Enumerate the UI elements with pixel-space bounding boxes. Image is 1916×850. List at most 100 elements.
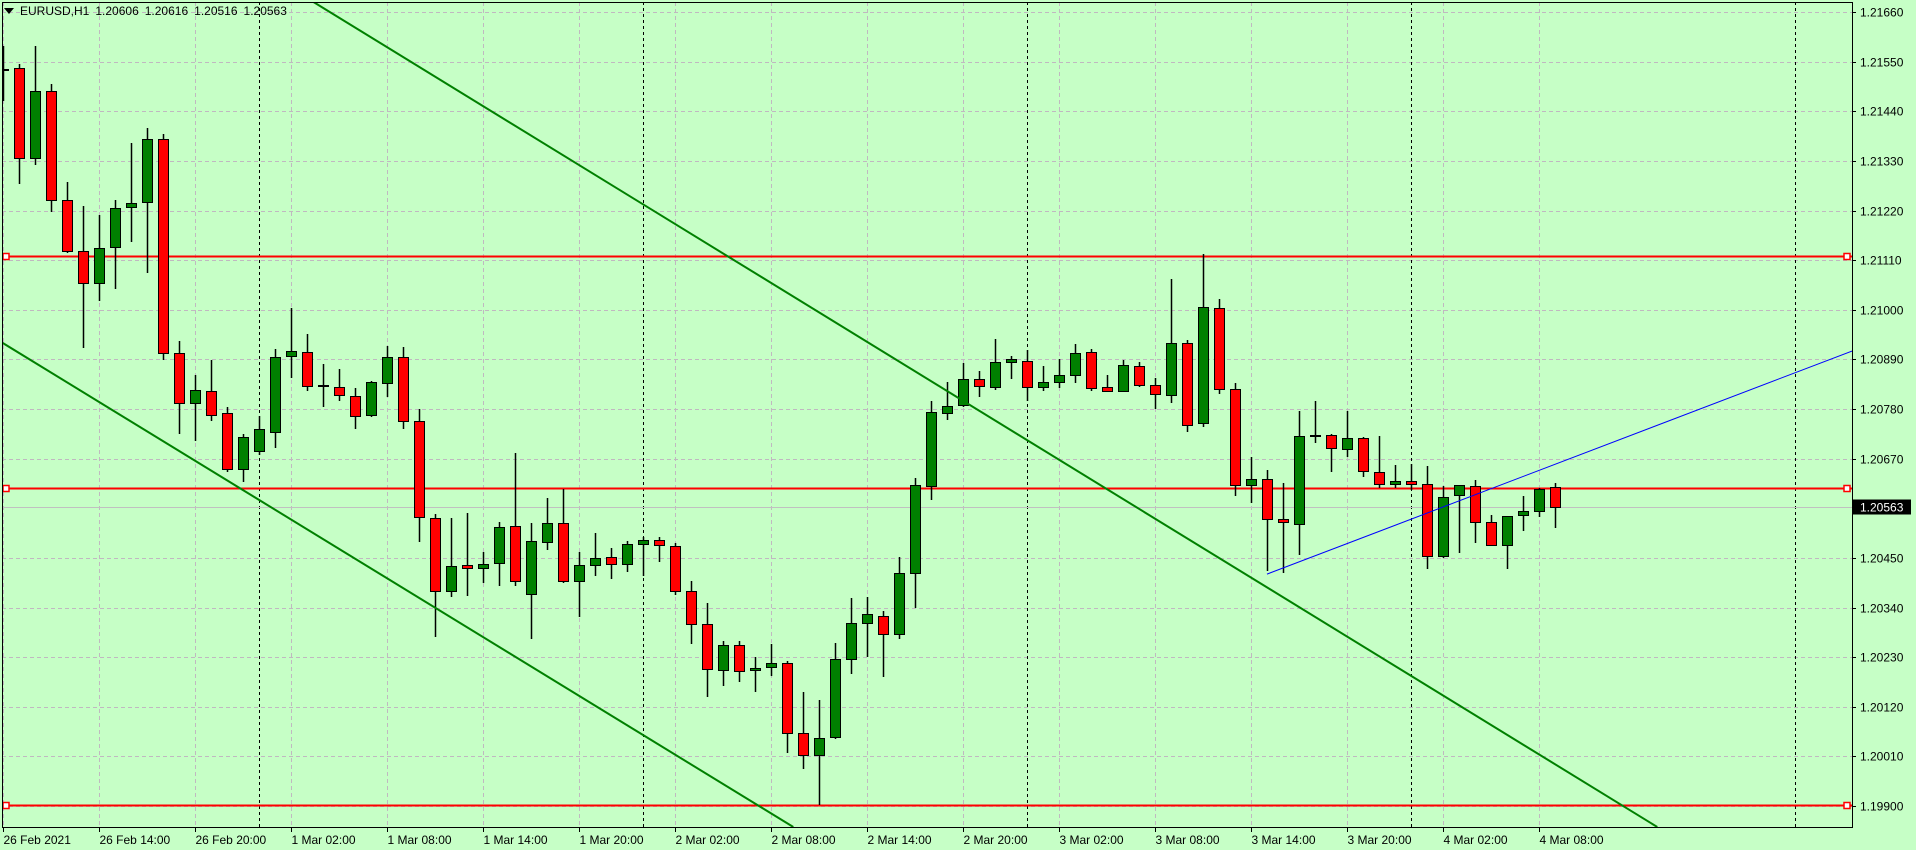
candle (942, 382, 953, 420)
line-anchor-handle[interactable] (1843, 252, 1851, 261)
line-anchor-handle[interactable] (2, 801, 10, 810)
candle (1326, 434, 1337, 472)
candle (990, 339, 1001, 390)
line-anchor-handle[interactable] (1843, 484, 1851, 493)
candle (1486, 515, 1497, 546)
candles (2, 46, 1561, 805)
candle-body-bear (1102, 387, 1113, 392)
candle-body-bear (62, 200, 73, 252)
candle-body-bull (1390, 481, 1401, 485)
trend-line[interactable] (312, 2, 1658, 827)
candle-body-bull (1246, 479, 1257, 486)
candle-body-bear (702, 624, 713, 670)
candle (174, 341, 185, 434)
candle-body-bull (190, 390, 201, 404)
candle (846, 598, 857, 674)
candle (334, 369, 345, 401)
candle-body-bull (1054, 375, 1065, 383)
price-axis[interactable]: 1.21660 1.21550 1.21440 1.21330 1.21220 1.211… (1852, 6, 1911, 814)
candle-body-bull (1038, 382, 1049, 388)
candle (1294, 411, 1305, 555)
candle (1550, 483, 1561, 528)
trend-lines[interactable] (2, 2, 1852, 827)
line-anchor-handle[interactable] (2, 484, 10, 493)
candle-body-bear (430, 518, 441, 592)
triangle-down-icon[interactable] (4, 8, 14, 14)
candle (46, 84, 57, 212)
candle-body-bull (286, 351, 297, 357)
candle (190, 375, 201, 441)
price-label: 1.21110 (1860, 254, 1902, 268)
candle (670, 543, 681, 595)
candle-body-bear (1150, 385, 1161, 395)
line-anchor-handle[interactable] (2, 252, 10, 261)
price-label: 1.21220 (1860, 205, 1904, 219)
candle (1198, 254, 1209, 427)
candle (1534, 488, 1545, 517)
candle-body-bull (590, 558, 601, 566)
candle-body-bull (830, 659, 841, 738)
candle (510, 453, 521, 586)
price-label: 1.21000 (1860, 304, 1904, 318)
candle-body-bull (254, 429, 265, 452)
candle (574, 552, 585, 617)
candle-body-bear (302, 352, 313, 387)
candle-body-bull (238, 437, 249, 470)
candle (238, 434, 249, 482)
candle (1310, 401, 1321, 443)
candle (1102, 375, 1113, 392)
candle (1038, 366, 1049, 391)
candle (1374, 436, 1385, 488)
candle-body-bear (670, 546, 681, 592)
candle-body-bear (174, 353, 185, 404)
candle (446, 518, 457, 597)
candle (750, 657, 761, 692)
candle (142, 128, 153, 273)
candle (206, 360, 217, 421)
time-label: 3 Mar 08:00 (1156, 833, 1220, 847)
candle-body-bull (1310, 435, 1321, 437)
candle (558, 489, 569, 583)
price-label: 1.21660 (1860, 6, 1904, 20)
candle (1406, 464, 1417, 490)
candle-body-bull (2, 69, 9, 71)
candle-body-bear (1470, 486, 1481, 523)
candle-body-bear (14, 68, 25, 159)
candle (1438, 486, 1449, 558)
plot-frame (2, 2, 1853, 828)
time-axis[interactable]: 26 Feb 2021 26 Feb 14:00 26 Feb 20:00 1 Mar… (3, 827, 1604, 847)
candle-body-bear (462, 565, 473, 569)
horizontal-lines[interactable] (2, 252, 1852, 810)
candle-body-bear (1358, 438, 1369, 472)
candle-body-bull (846, 623, 857, 660)
low-value: 1.20516 (194, 4, 238, 18)
price-label: 1.20450 (1860, 552, 1904, 566)
candle-body-bear (1134, 366, 1145, 386)
candle-body-bear (1326, 435, 1337, 449)
candle-body-bear (222, 413, 233, 470)
time-label: 1 Mar 08:00 (388, 833, 452, 847)
candle-body-bear (1086, 352, 1097, 389)
line-anchor-handle[interactable] (1843, 801, 1851, 810)
trend-line[interactable] (2, 341, 794, 827)
candle (254, 416, 265, 455)
candle (1390, 465, 1401, 488)
candle (1358, 437, 1369, 477)
time-label: 2 Mar 20:00 (964, 833, 1028, 847)
candle-body-bear (558, 523, 569, 582)
candle (478, 552, 489, 583)
candle (62, 182, 73, 253)
trend-line[interactable] (1266, 350, 1852, 575)
candle (766, 644, 777, 676)
candle (270, 349, 281, 448)
time-label: 4 Mar 02:00 (1444, 833, 1508, 847)
candle-body-bear (78, 251, 89, 284)
candle-body-bull (142, 139, 153, 203)
candle (350, 388, 361, 429)
candle (622, 541, 633, 572)
candle-body-bear (1182, 343, 1193, 426)
candle (606, 548, 617, 579)
candle (734, 641, 745, 682)
candle-body-bear (1550, 487, 1561, 508)
